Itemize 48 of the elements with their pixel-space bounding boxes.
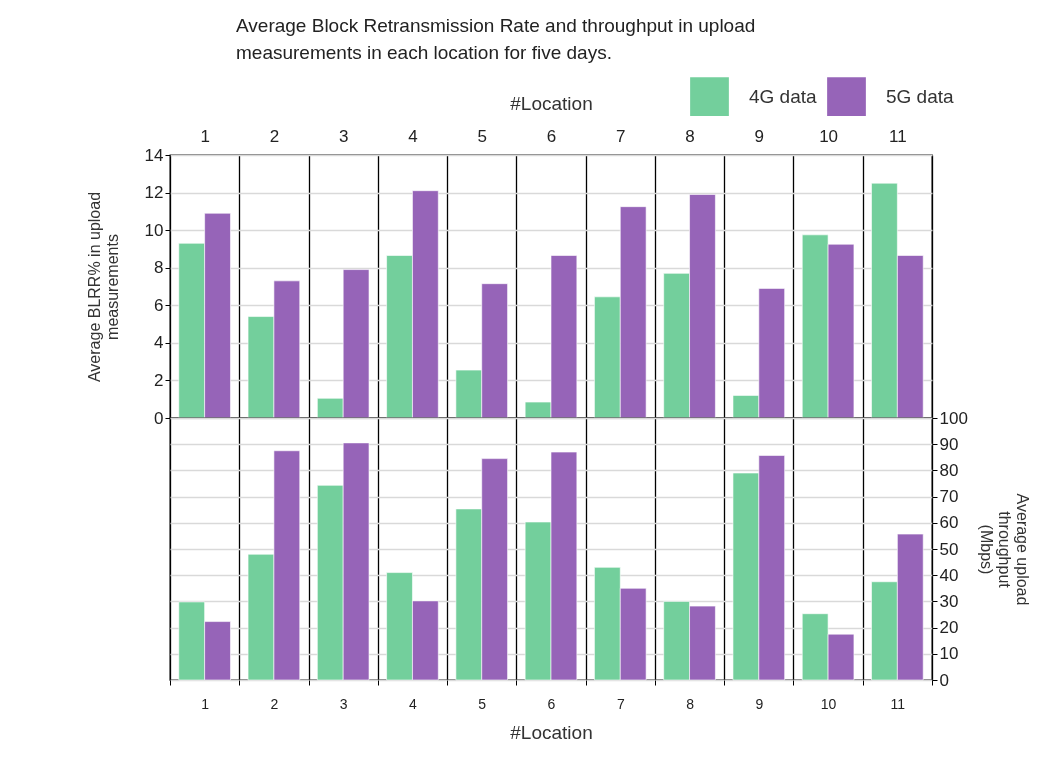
- x-tick-label: 11: [889, 126, 907, 146]
- legend-label: 5G data: [886, 85, 955, 107]
- x-tick-label: 6: [546, 126, 557, 146]
- x-tick-label: 10: [820, 695, 837, 712]
- y-tick-label: 14: [144, 145, 164, 165]
- y2-tick-label: 90: [939, 434, 959, 454]
- x-tick-label: 9: [755, 695, 764, 712]
- x-tick-label: 5: [477, 126, 487, 146]
- x2-axis-title: #Location: [510, 92, 593, 114]
- y-tick-label: 0: [154, 408, 164, 428]
- x-tick-label: 3: [338, 126, 349, 146]
- x-tick-label: 1: [201, 695, 210, 712]
- x-tick-label: 7: [616, 695, 625, 712]
- x-tick-label: 3: [339, 695, 348, 712]
- chart-title: Average Block Retransmission Rate and throughput in upload measurements in each location for five days.: [236, 15, 756, 63]
- y2-tick-label: 40: [939, 565, 959, 585]
- y2-tick-label: 70: [939, 487, 959, 507]
- x-tick-label: 1: [200, 126, 210, 146]
- x-tick-label: 8: [685, 126, 695, 146]
- x-tick-label: 9: [754, 126, 765, 146]
- y-tick-label: 12: [144, 183, 164, 203]
- x-tick-label: 4: [409, 695, 418, 712]
- x-axis-title: #Location: [510, 721, 593, 743]
- y2-tick-label: 20: [939, 618, 959, 638]
- y2-tick-label: 80: [939, 460, 959, 480]
- legend-label: 4G data: [749, 85, 818, 107]
- x-tick-label: 8: [686, 695, 695, 712]
- y2-tick-label: 60: [939, 513, 959, 533]
- y2-tick-label: 30: [939, 591, 959, 611]
- y-tick-label: 10: [144, 220, 164, 240]
- y-tick-label: 8: [154, 258, 164, 278]
- x-tick-label: 11: [890, 695, 906, 712]
- x-tick-label: 4: [408, 126, 418, 146]
- x-tick-label: 10: [819, 126, 839, 146]
- x-tick-label: 2: [269, 126, 280, 146]
- y-tick-label: 2: [154, 370, 164, 390]
- x-tick-label: 7: [616, 126, 626, 146]
- x-tick-label: 6: [547, 695, 556, 712]
- y2-tick-label: 100: [939, 408, 968, 428]
- y2-tick-label: 10: [939, 644, 959, 664]
- y-axis-title: Average BLRR% in upload measurements: [85, 191, 121, 383]
- y2-tick-label: 50: [939, 539, 959, 559]
- y-tick-label: 6: [154, 295, 164, 315]
- y-tick-label: 4: [154, 333, 164, 353]
- x-tick-label: 5: [478, 695, 487, 712]
- y2-axis-title: Average upload throughput (Mbps): [977, 493, 1031, 606]
- x-tick-label: 2: [270, 695, 279, 712]
- y2-tick-label: 0: [939, 670, 949, 690]
